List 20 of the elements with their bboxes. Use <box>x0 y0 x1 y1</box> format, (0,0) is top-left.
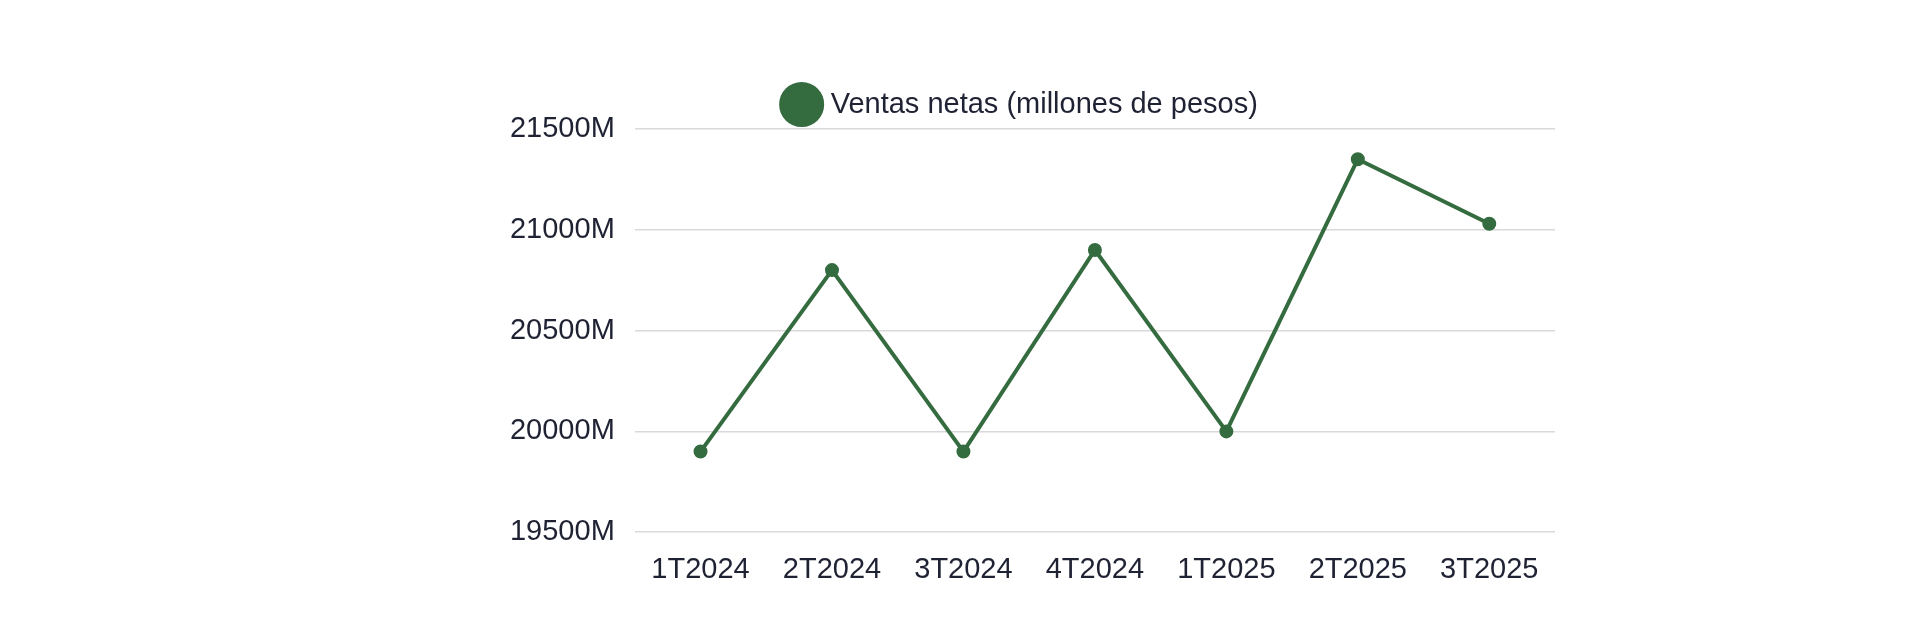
x-tick-label: 2T2024 <box>782 551 882 584</box>
x-tick-label: 3T2024 <box>914 551 1013 584</box>
y-tick-label: 20000M <box>509 413 615 446</box>
x-tick-label: 2T2025 <box>1308 551 1407 584</box>
y-tick-label: 20500M <box>509 312 615 345</box>
point <box>1087 242 1102 257</box>
y-tick-label: 19500M <box>509 514 615 547</box>
x-tick-label: 1T2025 <box>1177 551 1276 584</box>
point <box>1350 152 1365 167</box>
point <box>1482 216 1497 231</box>
legend-label: Ventas netas (millones de pesos) <box>830 86 1258 119</box>
y-tick-label: 21500M <box>509 111 615 143</box>
x-tick-label: 1T2024 <box>651 551 750 584</box>
point <box>693 444 708 459</box>
point <box>956 444 971 459</box>
y-tick-label: 21000M <box>509 211 615 244</box>
point <box>1219 424 1234 439</box>
x-tick-label: 4T2024 <box>1045 551 1145 584</box>
point <box>824 263 839 278</box>
x-tick-label: 3T2025 <box>1440 551 1539 584</box>
